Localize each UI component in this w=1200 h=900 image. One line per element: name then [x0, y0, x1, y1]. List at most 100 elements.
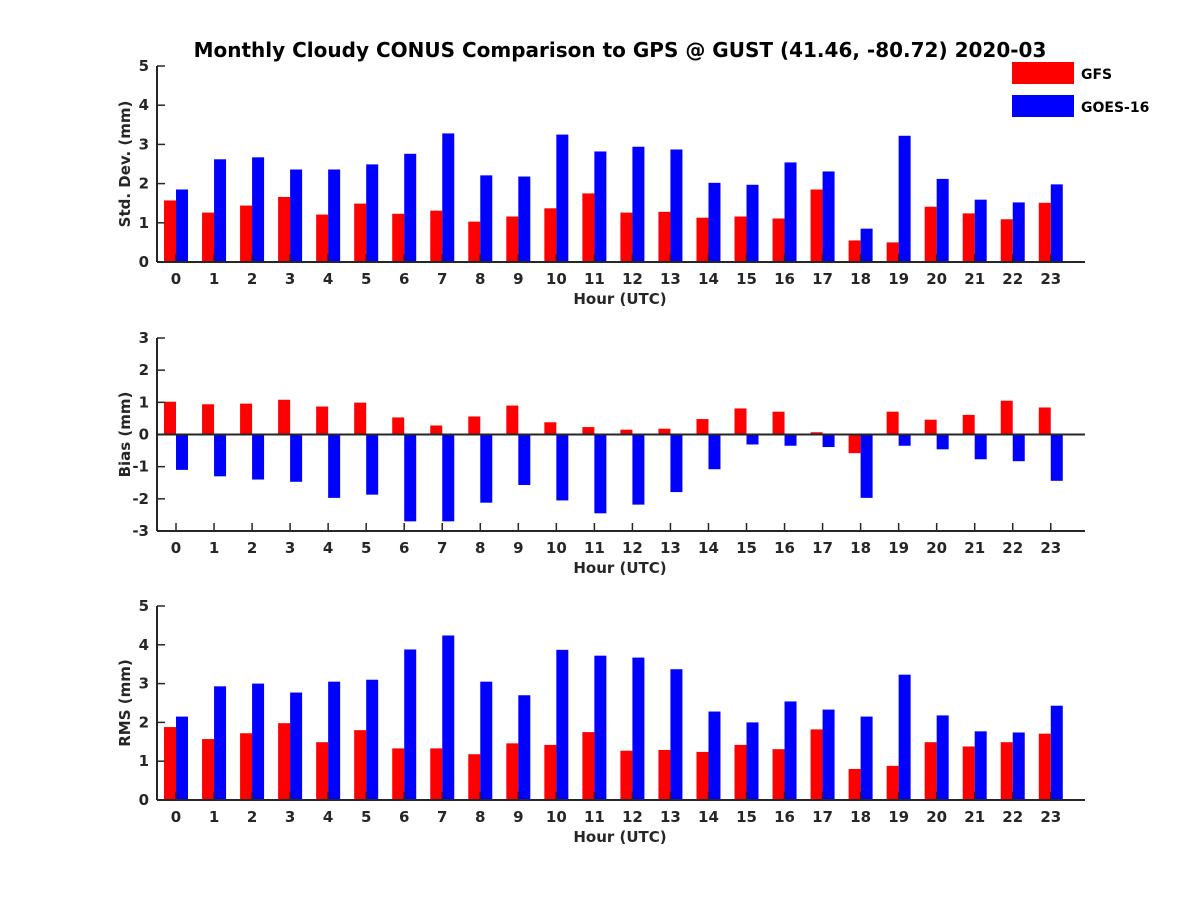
bar-goes16-hour-0 [176, 434, 189, 470]
bar-gfs-hour-19 [886, 765, 899, 800]
bar-goes16-hour-1 [214, 686, 227, 800]
y-tick-label: 2 [139, 361, 149, 379]
x-tick-label: 16 [774, 808, 795, 826]
x-tick-label: 4 [323, 808, 333, 826]
bar-gfs-hour-10 [544, 422, 557, 435]
bar-gfs-hour-9 [506, 405, 519, 435]
bar-goes16-hour-3 [290, 434, 303, 482]
bar-goes16-hour-3 [290, 169, 303, 262]
x-tick-label: 7 [437, 539, 447, 557]
bar-gfs-hour-13 [658, 211, 671, 262]
y-tick-label: -1 [132, 458, 149, 476]
x-tick-label: 11 [584, 808, 605, 826]
y-tick-label: 4 [139, 96, 149, 114]
bar-gfs-hour-17 [810, 432, 823, 435]
bar-goes16-hour-18 [860, 228, 873, 262]
bar-goes16-hour-17 [822, 709, 835, 800]
bar-gfs-hour-0 [164, 401, 177, 435]
legend-label-gfs: GFS [1081, 67, 1112, 83]
x-tick-label: 12 [622, 808, 643, 826]
bar-goes16-hour-0 [176, 716, 189, 800]
x-axis-label: Hour (UTC) [573, 559, 666, 577]
bar-gfs-hour-10 [544, 744, 557, 800]
x-tick-label: 13 [660, 539, 681, 557]
bar-goes16-hour-3 [290, 692, 303, 800]
bar-goes16-hour-19 [898, 674, 911, 800]
bar-goes16-hour-20 [936, 178, 949, 262]
bar-gfs-hour-15 [734, 408, 747, 435]
bar-goes16-hour-13 [670, 434, 683, 493]
x-tick-label: 17 [812, 808, 833, 826]
bar-gfs-hour-11 [582, 193, 595, 262]
y-tick-label: 3 [139, 329, 149, 347]
bar-goes16-hour-16 [784, 434, 797, 446]
bar-gfs-hour-16 [772, 218, 785, 262]
bar-gfs-hour-22 [1000, 219, 1013, 262]
bar-gfs-hour-5 [354, 402, 367, 435]
bar-gfs-hour-12 [620, 212, 633, 262]
bar-goes16-hour-15 [746, 184, 759, 262]
bar-goes16-hour-12 [632, 657, 645, 800]
bar-goes16-hour-12 [632, 146, 645, 262]
bar-gfs-hour-4 [316, 742, 329, 800]
legend-swatch-gfs [1012, 62, 1074, 84]
x-tick-label: 14 [698, 808, 719, 826]
x-tick-label: 20 [926, 808, 947, 826]
bar-goes16-hour-8 [480, 681, 493, 800]
bar-goes16-hour-7 [442, 133, 455, 262]
y-tick-label: 0 [139, 426, 149, 444]
bar-goes16-hour-11 [594, 655, 607, 800]
x-tick-label: 23 [1040, 539, 1061, 557]
x-tick-label: 13 [660, 808, 681, 826]
bar-gfs-hour-21 [962, 746, 975, 800]
bar-goes16-hour-6 [404, 649, 417, 800]
bar-gfs-hour-4 [316, 214, 329, 262]
bar-goes16-hour-19 [898, 434, 911, 446]
x-tick-label: 9 [513, 808, 523, 826]
x-tick-label: 23 [1040, 808, 1061, 826]
bar-gfs-hour-18 [848, 240, 861, 262]
bar-goes16-hour-10 [556, 434, 569, 501]
bar-goes16-hour-4 [328, 434, 341, 498]
bar-goes16-hour-18 [860, 434, 873, 498]
x-tick-label: 2 [247, 808, 257, 826]
bar-goes16-hour-4 [328, 169, 341, 262]
bar-gfs-hour-23 [1038, 407, 1051, 435]
y-tick-label: 1 [139, 393, 149, 411]
bar-goes16-hour-2 [252, 157, 265, 262]
bar-gfs-hour-16 [772, 411, 785, 435]
x-tick-label: 6 [399, 808, 409, 826]
x-tick-label: 2 [247, 539, 257, 557]
bar-goes16-hour-20 [936, 715, 949, 800]
bar-goes16-hour-18 [860, 716, 873, 800]
bar-gfs-hour-6 [392, 417, 405, 435]
x-tick-label: 5 [361, 270, 371, 288]
bar-goes16-hour-23 [1050, 705, 1063, 800]
bar-goes16-hour-8 [480, 434, 493, 503]
x-tick-label: 5 [361, 539, 371, 557]
x-tick-label: 19 [888, 808, 909, 826]
bar-gfs-hour-13 [658, 749, 671, 800]
bar-gfs-hour-12 [620, 750, 633, 800]
x-tick-label: 22 [1002, 270, 1023, 288]
x-tick-label: 10 [546, 270, 567, 288]
y-tick-label: 5 [139, 57, 149, 75]
x-tick-label: 18 [850, 539, 871, 557]
x-tick-label: 12 [622, 270, 643, 288]
x-tick-label: 16 [774, 539, 795, 557]
bar-gfs-hour-8 [468, 754, 481, 800]
bar-goes16-hour-7 [442, 635, 455, 800]
bar-gfs-hour-12 [620, 429, 633, 435]
bar-goes16-hour-8 [480, 175, 493, 262]
y-tick-label: 2 [139, 713, 149, 731]
y-tick-label: 0 [139, 791, 149, 809]
x-tick-label: 11 [584, 270, 605, 288]
bar-gfs-hour-21 [962, 414, 975, 435]
bar-goes16-hour-23 [1050, 184, 1063, 262]
bar-gfs-hour-18 [848, 434, 861, 454]
bar-gfs-hour-11 [582, 427, 595, 435]
x-tick-label: 21 [964, 539, 985, 557]
bar-gfs-hour-8 [468, 221, 481, 262]
x-tick-label: 6 [399, 270, 409, 288]
